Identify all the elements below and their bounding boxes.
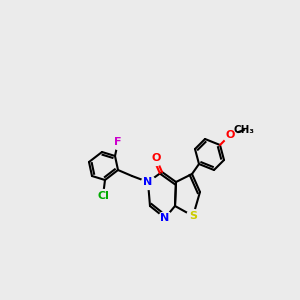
Text: O: O xyxy=(225,130,235,140)
Text: N: N xyxy=(143,177,153,187)
Text: Cl: Cl xyxy=(97,191,109,201)
Text: CH₃: CH₃ xyxy=(233,125,254,135)
Text: F: F xyxy=(114,137,122,147)
Text: O: O xyxy=(151,153,161,163)
Text: S: S xyxy=(189,211,197,221)
Text: N: N xyxy=(160,213,169,223)
